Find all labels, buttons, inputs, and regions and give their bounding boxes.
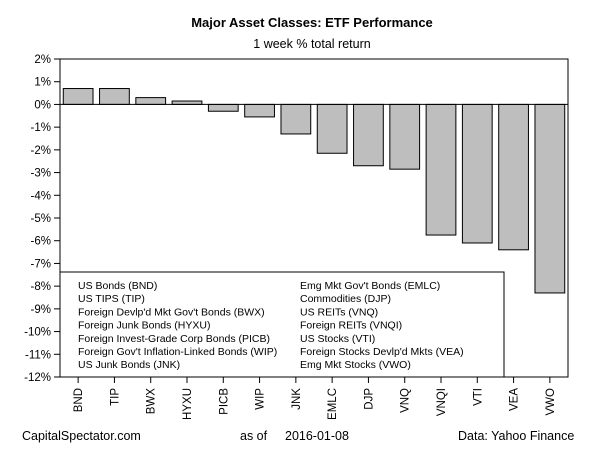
y-tick-label: -3% — [31, 168, 51, 180]
x-tick-label-vnqi: VNQI — [436, 388, 448, 416]
bar-jnk — [280, 103, 312, 135]
x-tick-label-vti: VTI — [472, 388, 484, 406]
bar-emlc — [316, 103, 348, 154]
x-tick-label-vnq: VNQ — [400, 388, 412, 413]
legend-entry: Foreign Junk Bonds (HYXU) — [78, 320, 210, 332]
footer-as-of-label: as of — [240, 429, 268, 443]
x-tick-label-vea: VEA — [509, 388, 521, 411]
legend-entry: US TIPS (TIP) — [78, 293, 145, 305]
y-tick-label: -9% — [31, 304, 51, 316]
legend-entry: Emg Mkt Stocks (VWO) — [300, 359, 411, 371]
legend-entry: Foreign REITs (VNQI) — [300, 320, 402, 332]
y-tick-label: 1% — [34, 77, 51, 89]
bar-bwx — [135, 97, 167, 105]
chart-title: Major Asset Classes: ETF Performance — [191, 15, 433, 30]
y-tick-label: 2% — [34, 54, 51, 66]
footer-data-source: Data: Yahoo Finance — [458, 429, 575, 443]
bar-vnqi — [425, 103, 457, 236]
y-tick-label: -12% — [24, 372, 51, 384]
x-tick-label-picb: PICB — [218, 388, 230, 415]
legend-entry: Foreign Stocks Devlp'd Mkts (VEA) — [300, 346, 464, 358]
legend-entry: US Junk Bonds (JNK) — [78, 359, 180, 371]
bars-group — [62, 88, 566, 294]
bar-wip — [244, 103, 275, 118]
x-tick-label-emlc: EMLC — [327, 388, 339, 420]
bar-vea — [498, 103, 529, 251]
y-tick-label: -2% — [31, 145, 51, 157]
y-tick-label: -10% — [24, 327, 51, 339]
legend-entry: US Stocks (VTI) — [300, 333, 375, 345]
legend-entry: Foreign Invest-Grade Corp Bonds (PICB) — [78, 333, 270, 345]
x-tick-label-tip: TIP — [109, 388, 121, 406]
y-tick-label: -4% — [31, 190, 51, 202]
y-tick-label: -1% — [31, 122, 51, 134]
y-tick-label: -5% — [31, 213, 51, 225]
x-tick-label-bnd: BND — [73, 388, 85, 412]
legend-entry: Emg Mkt Gov't Bonds (EMLC) — [300, 280, 440, 292]
legend-entry: Foreign Gov't Inflation-Linked Bonds (WI… — [78, 346, 277, 358]
legend-entry: US Bonds (BND) — [78, 280, 157, 292]
legend-entry: US REITs (VNQ) — [300, 306, 378, 318]
bar-vwo — [534, 103, 566, 294]
legend-box — [59, 271, 505, 378]
x-axis: BND TIP BWX HYXU PICB WIP JNK EMLC DJP VNQ VNQI VTI… — [73, 377, 557, 420]
bar-djp — [353, 103, 384, 167]
y-tick-label: -8% — [31, 281, 51, 293]
footer-date: 2016-01-08 — [285, 429, 349, 443]
footer-source-site: CapitalSpectator.com — [22, 429, 141, 443]
x-tick-label-djp: DJP — [363, 388, 375, 410]
bar-vti — [461, 103, 493, 244]
bar-tip — [99, 88, 130, 105]
bar-vnq — [389, 103, 421, 170]
x-tick-label-vwo: VWO — [545, 388, 557, 416]
bar-bnd — [62, 88, 94, 105]
legend-entry: Commodities (DJP) — [300, 293, 391, 305]
y-axis: 2% 1% 0% -1% -2% -3% -4% -5% -6% -7% -8% -9% -10% -11… — [24, 54, 60, 384]
bar-picb — [207, 103, 239, 112]
y-tick-label: -11% — [25, 349, 51, 361]
x-tick-label-wip: WIP — [255, 388, 267, 410]
y-tick-label: 0% — [34, 99, 51, 111]
x-tick-label-hyxu: HYXU — [182, 388, 194, 420]
x-tick-label-jnk: JNK — [291, 388, 303, 410]
y-tick-label: -7% — [31, 258, 51, 270]
bar-hyxu — [171, 100, 203, 105]
y-tick-label: -6% — [31, 236, 51, 248]
legend-entry: Foreign Devlp'd Mkt Gov't Bonds (BWX) — [78, 306, 265, 318]
legend: US Bonds (BND)US TIPS (TIP)Foreign Devlp… — [59, 271, 505, 378]
x-tick-label-bwx: BWX — [146, 388, 158, 415]
chart-subtitle: 1 week % total return — [253, 37, 370, 51]
plot-border — [59, 58, 569, 378]
